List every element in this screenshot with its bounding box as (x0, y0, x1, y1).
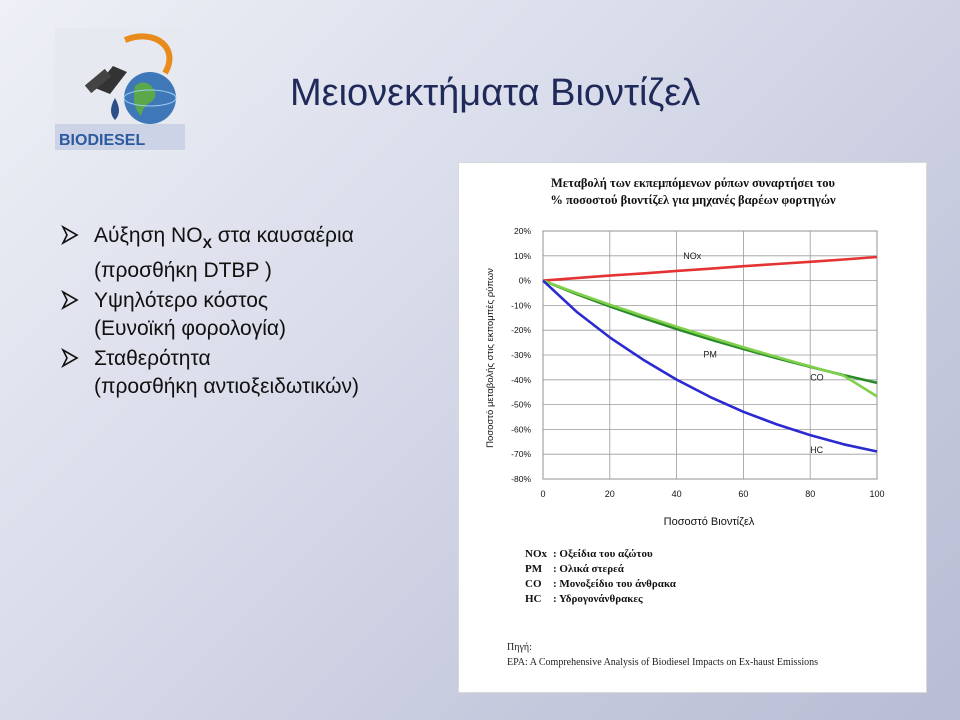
emissions-chart: Μεταβολή των εκπεμπόμενων ρύπων συναρτήσ… (485, 176, 885, 668)
y-axis-label: Ποσοστό μεταβολής στις εκπομπές ρύπων (485, 268, 496, 448)
legend-code-nox: NOx (525, 548, 548, 560)
arrow-bullet-icon (61, 290, 79, 310)
bullet-cost-text: Υψηλότερο κόστος (94, 289, 269, 312)
bullet-stability: Σταθερότητα (προσθήκη αντιοξειδωτικών) (60, 345, 460, 401)
arrow-bullet-icon (61, 225, 79, 245)
chart-legend: NOx : Οξείδια του αζώτου PM : Ολικά στερ… (525, 548, 677, 605)
x-tick-label: 100 (869, 489, 884, 499)
x-tick-label: 40 (672, 489, 682, 499)
series-label-hc: HC (810, 445, 823, 455)
x-tick-label: 80 (805, 489, 815, 499)
x-tick-label: 0 (540, 489, 545, 499)
y-tick-label: -80% (511, 474, 531, 484)
biodiesel-logo: BIODIESEL (55, 28, 185, 152)
y-tick-label: -50% (511, 400, 531, 410)
chart-title-line2: % ποσοστού βιοντίζελ για μηχανές βαρέων … (550, 193, 836, 207)
y-tick-label: -20% (511, 325, 531, 335)
legend-code-pm: PM (525, 563, 543, 575)
bullet-nox-text: Αύξηση NO (94, 224, 203, 247)
legend-desc-nox: : Οξείδια του αζώτου (553, 548, 653, 560)
bullet-cost: Υψηλότερο κόστος (Ευνοϊκή φορολογία) (60, 287, 460, 343)
bullet-nox-detail: (προσθήκη DTBP ) (94, 259, 272, 282)
y-tick-label: -40% (511, 375, 531, 385)
legend-desc-pm: : Ολικά στερεά (553, 563, 625, 575)
emissions-chart-panel: Μεταβολή των εκπεμπόμενων ρύπων συναρτήσ… (459, 163, 926, 692)
bullet-nox-text-after: στα καυσαέρια (211, 224, 354, 247)
x-tick-label: 20 (605, 489, 615, 499)
x-tick-label: 60 (738, 489, 748, 499)
y-tick-label: -10% (511, 300, 531, 310)
legend-code-hc: HC (525, 593, 542, 605)
bullet-cost-detail: (Ευνοϊκή φορολογία) (94, 317, 287, 340)
series-label-co: CO (810, 372, 824, 382)
series-label-pm: PM (703, 349, 717, 359)
y-tick-label: 0% (519, 276, 532, 286)
series-line-co (542, 279, 878, 398)
y-tick-label: 10% (514, 251, 531, 261)
bullet-stability-detail: (προσθήκη αντιοξειδωτικών) (94, 375, 360, 398)
legend-desc-co: : Μονοξείδιο του άνθρακα (553, 578, 677, 590)
y-tick-label: 20% (514, 226, 531, 236)
y-tick-label: -60% (511, 424, 531, 434)
slide-title: Μειονεκτήματα Βιοντίζελ (290, 72, 701, 114)
y-tick-label: -30% (511, 350, 531, 360)
series-line-hc (542, 279, 878, 453)
source-label: Πηγή: (507, 642, 532, 653)
bullet-stability-text: Σταθερότητα (94, 347, 211, 370)
chart-title-line1: Μεταβολή των εκπεμπόμενων ρύπων συναρτήσ… (551, 176, 836, 190)
bullet-nox-subscript: X (202, 235, 212, 251)
legend-desc-hc: : Υδρογονάνθρακες (553, 593, 643, 605)
bullet-list: Αύξηση NOX στα καυσαέρια (προσθήκη DTBP … (60, 222, 460, 403)
legend-code-co: CO (525, 578, 542, 590)
y-tick-label: -70% (511, 449, 531, 459)
series-label-nox: NOx (683, 251, 702, 261)
series-line-nox (542, 255, 878, 282)
bullet-nox: Αύξηση NOX στα καυσαέρια (προσθήκη DTBP … (60, 222, 460, 285)
logo-text: BIODIESEL (59, 132, 145, 149)
x-axis-label: Ποσοστό Βιοντίζελ (664, 516, 755, 528)
source-text: EPA: A Comprehensive Analysis of Biodies… (507, 657, 818, 668)
arrow-bullet-icon (61, 348, 79, 368)
